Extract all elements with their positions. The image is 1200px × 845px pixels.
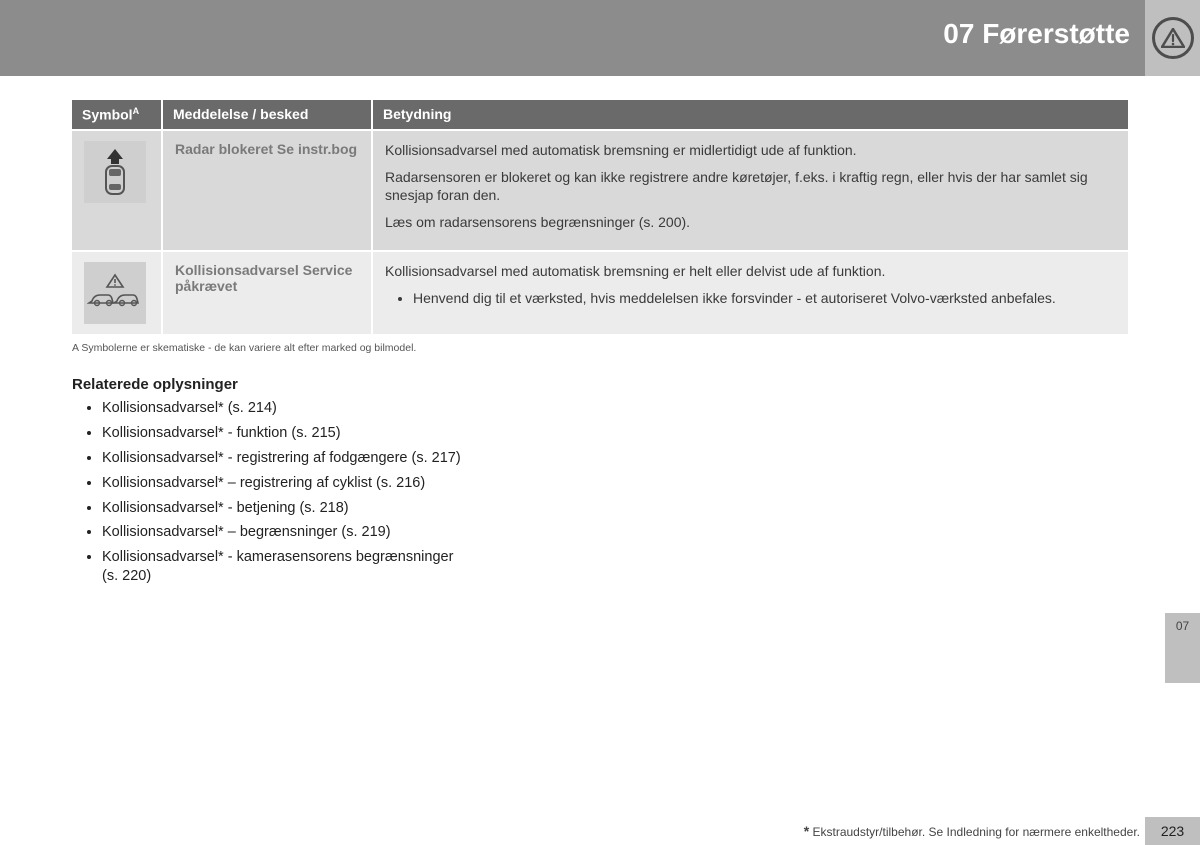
meaning-line: Kollisionsadvarsel med automatisk bremsn…: [385, 262, 1116, 281]
th-message: Meddelelse / besked: [162, 100, 372, 130]
related-list: Kollisionsadvarsel* (s. 214) Kollisionsa…: [102, 399, 462, 586]
cell-message: Radar blokeret Se instr.bog: [162, 130, 372, 252]
cell-symbol: [72, 251, 162, 335]
cell-symbol: [72, 130, 162, 252]
related-heading: Relaterede oplysninger: [72, 376, 1128, 393]
cell-message: Kollisionsadvarsel Service påkrævet: [162, 251, 372, 335]
table-row: Kollisionsadvarsel Service påkrævet Koll…: [72, 251, 1128, 335]
footer: * Ekstraudstyr/tilbehør. Se Indledning f…: [0, 817, 1200, 845]
list-item: Kollisionsadvarsel* - registrering af fo…: [102, 449, 462, 468]
cell-meaning: Kollisionsadvarsel med automatisk bremsn…: [372, 130, 1128, 252]
car-top-arrow-icon: [84, 141, 146, 203]
meaning-line: Kollisionsadvarsel med automatisk bremsn…: [385, 141, 1116, 160]
chapter-title: 07 Førerstøtte: [943, 18, 1130, 50]
th-symbol-label: Symbol: [82, 107, 133, 123]
footer-note: * Ekstraudstyr/tilbehør. Se Indledning f…: [804, 823, 1140, 839]
th-meaning: Betydning: [372, 100, 1128, 130]
meaning-line: Radarsensoren er blokeret og kan ikke re…: [385, 168, 1116, 206]
symbol-table: SymbolA Meddelelse / besked Betydning: [72, 100, 1128, 336]
table-footnote: A Symbolerne er skematiske - de kan vari…: [72, 342, 1128, 354]
page-content: SymbolA Meddelelse / besked Betydning: [72, 100, 1128, 592]
collision-warning-icon: [84, 262, 146, 324]
footnote-text: Ekstraudstyr/tilbehør. Se Indledning for…: [809, 825, 1140, 839]
table-row: Radar blokeret Se instr.bog Kollisionsad…: [72, 130, 1128, 252]
warning-triangle-icon: [1152, 17, 1194, 59]
th-symbol: SymbolA: [72, 100, 162, 130]
meaning-line: Læs om radarsensorens begrænsninger (s. …: [385, 213, 1116, 232]
list-item: Kollisionsadvarsel* (s. 214): [102, 399, 462, 418]
list-item: Kollisionsadvarsel* - betjening (s. 218): [102, 499, 462, 518]
list-item: Kollisionsadvarsel* - kamerasensorens be…: [102, 548, 462, 586]
page-number: 223: [1145, 817, 1200, 845]
list-item: Kollisionsadvarsel* - funktion (s. 215): [102, 424, 462, 443]
header-icon-box: [1145, 0, 1200, 76]
list-item: Kollisionsadvarsel* – registrering af cy…: [102, 474, 462, 493]
cell-meaning: Kollisionsadvarsel med automatisk bremsn…: [372, 251, 1128, 335]
side-chapter-tab: 07: [1165, 613, 1200, 683]
list-item: Kollisionsadvarsel* – begrænsninger (s. …: [102, 523, 462, 542]
th-symbol-sup: A: [133, 106, 140, 116]
meaning-bullet: Henvend dig til et værksted, hvis meddel…: [413, 289, 1116, 308]
header-bar: 07 Førerstøtte: [0, 0, 1200, 76]
